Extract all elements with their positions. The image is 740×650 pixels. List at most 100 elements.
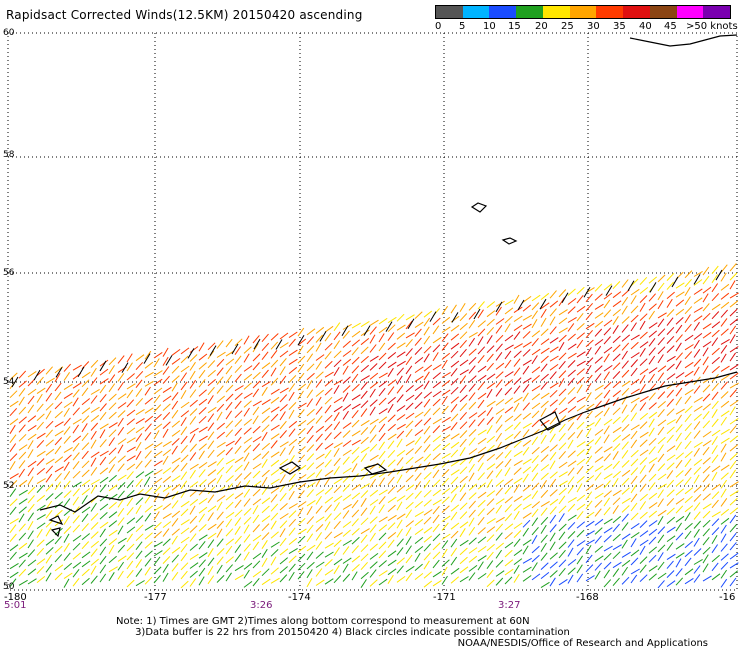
wind-barb	[126, 455, 136, 462]
wind-barb	[720, 353, 727, 363]
wind-barb	[252, 353, 261, 362]
wind-barb	[486, 560, 494, 569]
wind-barb	[198, 576, 205, 586]
wind-barb	[369, 434, 377, 443]
wind-barb	[243, 534, 251, 543]
wind-barb	[396, 513, 406, 520]
wind-barb	[27, 460, 37, 468]
lat-label-60: 60	[3, 28, 15, 38]
wind-barb	[459, 403, 468, 412]
wind-barb	[621, 360, 629, 369]
wind-barb	[648, 463, 655, 473]
wind-barb	[729, 481, 739, 488]
wind-barb	[333, 405, 343, 413]
wind-barb	[693, 474, 700, 484]
wind-barb	[117, 381, 125, 391]
wind-barb	[450, 547, 458, 557]
wind-barb	[261, 342, 270, 352]
wind-barb	[180, 519, 190, 526]
wind-barb	[216, 411, 223, 421]
wind-barb	[675, 543, 685, 550]
wind-barb	[333, 457, 341, 467]
wind-barb	[324, 487, 333, 495]
wind-barb	[99, 528, 106, 538]
wind-barb	[162, 449, 172, 456]
wind-barb	[531, 419, 540, 428]
wind-barb	[81, 450, 89, 460]
wind-barb	[342, 358, 352, 366]
wind-barb	[279, 528, 286, 538]
wind-barb	[540, 507, 548, 516]
wind-barb	[315, 379, 323, 388]
wind-barb	[387, 449, 396, 459]
wind-barb	[666, 526, 676, 534]
wind-barb	[90, 377, 98, 386]
wind-barb	[108, 501, 117, 510]
wind-barb	[144, 350, 152, 360]
wind-barb	[513, 421, 521, 430]
wind-barb	[486, 326, 495, 336]
wind-barb	[72, 389, 80, 398]
wind-barb	[612, 523, 620, 533]
wind-barb	[216, 511, 224, 520]
flagged-wind-barb	[121, 362, 129, 373]
wind-barb	[657, 526, 666, 535]
wind-barb	[342, 392, 349, 402]
wind-barb	[405, 320, 413, 330]
wind-barb	[504, 504, 513, 513]
wind-barb	[657, 426, 665, 436]
wind-barb	[567, 396, 576, 404]
wind-barb	[729, 318, 739, 326]
wind-barb	[63, 446, 73, 454]
wind-barb	[45, 509, 53, 519]
wind-barb	[495, 343, 503, 352]
wind-barb	[306, 408, 315, 417]
flagged-wind-barb	[539, 298, 547, 310]
wind-barb	[675, 424, 683, 433]
wind-barb	[108, 484, 118, 492]
wind-barb	[477, 336, 484, 346]
wind-barb	[603, 506, 611, 516]
wind-barb	[207, 505, 217, 513]
wind-barb	[63, 572, 73, 580]
wind-barb	[432, 398, 441, 407]
wind-barb	[720, 400, 730, 408]
wind-barb	[585, 422, 595, 429]
wind-barb	[108, 393, 117, 402]
wind-barb	[54, 373, 61, 383]
wind-barb	[450, 493, 457, 503]
wind-barb	[621, 487, 630, 495]
wind-barb	[225, 338, 233, 348]
wind-barb	[414, 392, 423, 400]
wind-barb	[468, 311, 477, 320]
wind-barb	[180, 401, 190, 409]
wind-barb	[135, 370, 144, 380]
wind-barb	[135, 460, 143, 470]
wind-barb	[297, 507, 304, 517]
wind-barb	[162, 521, 172, 528]
wind-barb	[603, 497, 611, 507]
wind-barb	[189, 578, 197, 587]
wind-barb	[369, 499, 379, 506]
wind-barb	[450, 367, 458, 377]
wind-barb	[108, 566, 118, 573]
wind-barb	[297, 528, 307, 535]
wind-barb	[657, 282, 665, 292]
wind-barb	[225, 365, 233, 375]
wind-barb	[9, 434, 17, 444]
alaska-coast	[629, 34, 738, 47]
wind-barb	[684, 505, 694, 513]
legend-label-30: 30	[587, 21, 600, 32]
wind-barb	[477, 527, 486, 535]
wind-barb	[450, 413, 459, 422]
wind-barb	[648, 565, 658, 572]
wind-barb	[126, 506, 134, 516]
wind-barb	[522, 314, 532, 321]
wind-barb	[450, 421, 458, 431]
wind-barb	[612, 281, 621, 290]
wind-barb	[576, 476, 585, 484]
wind-barb	[126, 560, 134, 570]
wind-barb	[36, 450, 46, 458]
wind-barb	[666, 317, 674, 326]
wind-barb	[513, 549, 523, 557]
